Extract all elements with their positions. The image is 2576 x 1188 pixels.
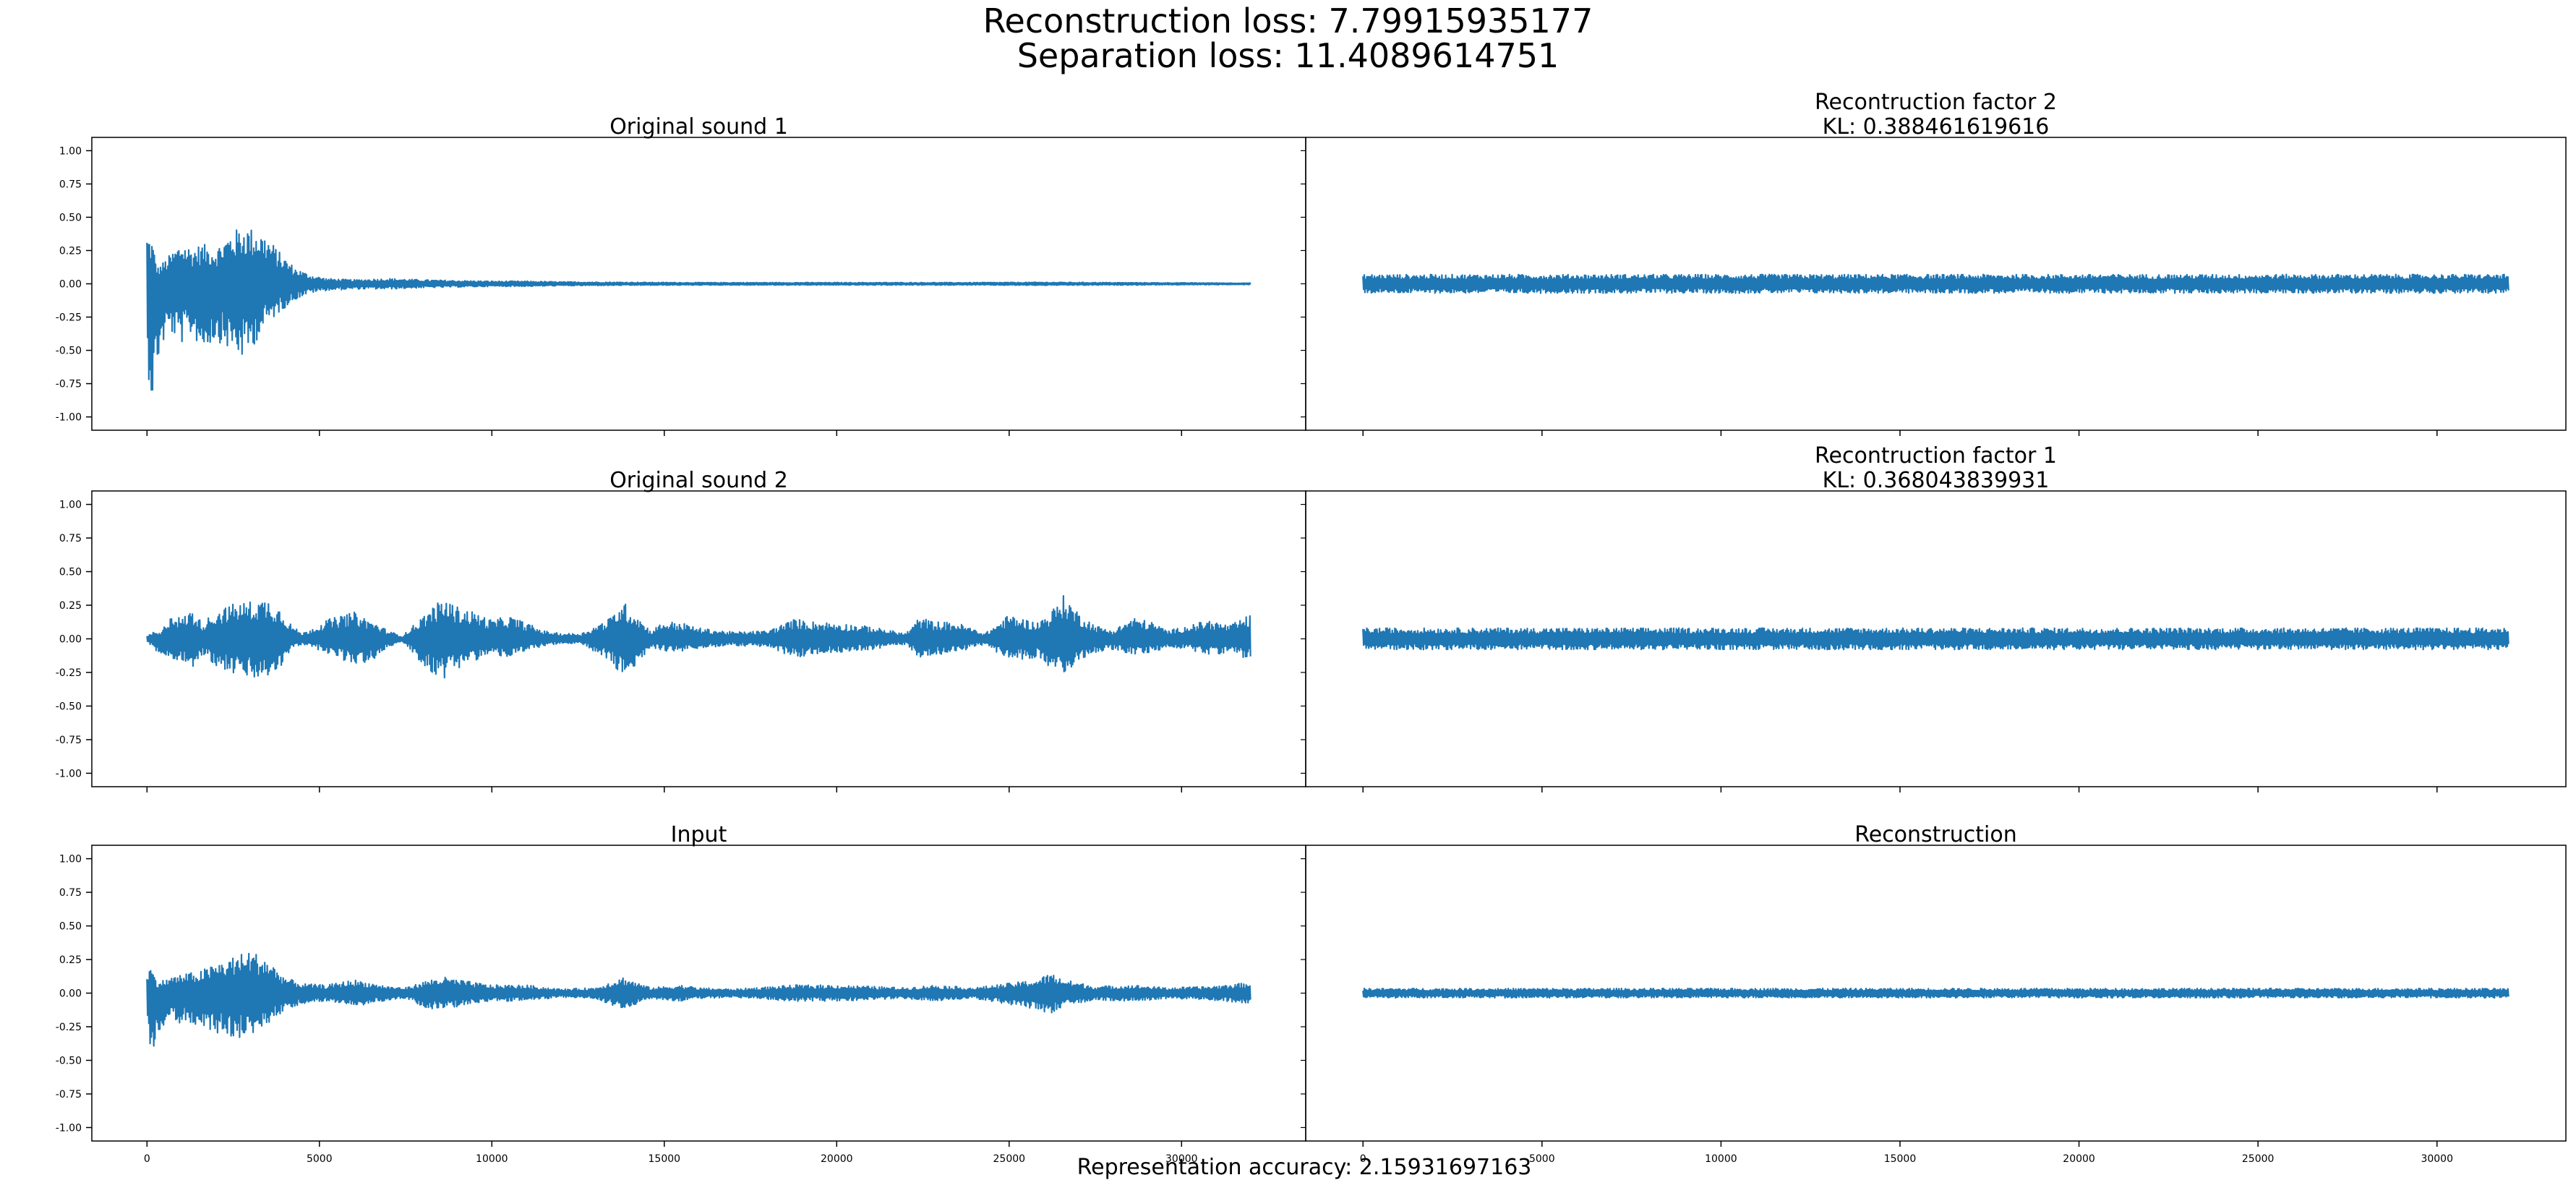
y-tick-label: -0.75 — [56, 735, 82, 746]
y-tick-label: 0.75 — [59, 179, 82, 190]
y-tick-label: 1.00 — [59, 500, 82, 511]
y-tick-label: 1.00 — [59, 145, 82, 157]
y-tick-label: 1.00 — [59, 854, 82, 866]
subplot-title: Reconstruction — [1854, 822, 2017, 847]
x-tick-label: 10000 — [476, 1153, 508, 1165]
waveform-series-line — [1362, 627, 2509, 651]
subplot-title: Recontruction factor 1 — [1815, 443, 2057, 469]
waveform-series-line — [146, 229, 1251, 391]
subplot-bottom-right: 0 5000 10000 15000 20000 25000 30000 Reconstruc… — [1301, 822, 2567, 1165]
y-tick-label: -0.25 — [56, 1022, 82, 1033]
y-tick-label: 0.75 — [59, 533, 82, 544]
figure-title-line-1: Reconstruction loss: 7.79915935177 — [983, 1, 1593, 40]
subplot-title: Original sound 1 — [609, 114, 788, 140]
x-tick-label: 25000 — [993, 1153, 1026, 1165]
x-tick-label: 0 — [144, 1153, 150, 1165]
x-tick-label: 20000 — [2063, 1153, 2095, 1165]
y-tick-label: -0.25 — [56, 312, 82, 324]
y-tick-label: 0.00 — [59, 634, 82, 646]
y-tick-label: 0.50 — [59, 921, 82, 933]
x-tick-label: 30000 — [2421, 1153, 2453, 1165]
figure-title-line-2: Separation loss: 11.4089614751 — [1017, 36, 1559, 75]
subplot-middle-left: 1.00 0.75 0.50 0.25 0.00 -0.25 -0.50 -0.75 -1.00… — [56, 468, 1306, 792]
x-tick-label: 5000 — [1529, 1153, 1555, 1165]
y-tick-label: -0.75 — [56, 379, 82, 390]
waveform-series-line — [146, 595, 1251, 679]
x-tick-label: 15000 — [1884, 1153, 1917, 1165]
x-tick-label: 25000 — [2242, 1153, 2275, 1165]
subplot-kl-label: KL: 0.368043839931 — [1823, 468, 2050, 493]
y-tick-label: -0.25 — [56, 667, 82, 679]
x-tick-label: 15000 — [649, 1153, 681, 1165]
waveform-series-line — [1362, 273, 2509, 294]
waveform-series-line — [1362, 987, 2509, 999]
subplot-bottom-left: 1.00 0.75 0.50 0.25 0.00 -0.25 -0.50 -0.75 -1.00… — [56, 822, 1306, 1165]
subplot-title: Original sound 2 — [609, 468, 788, 493]
subplot-title: Recontruction factor 2 — [1815, 90, 2057, 115]
waveform-series-line — [146, 952, 1251, 1047]
y-tick-label: 0.00 — [59, 988, 82, 1000]
subplot-title: Input — [671, 822, 727, 847]
x-tick-label: 20000 — [821, 1153, 853, 1165]
y-tick-label: -1.00 — [56, 1122, 82, 1134]
representation-accuracy-label: Representation accuracy: 2.15931697163 — [1077, 1155, 1532, 1180]
subplot-kl-label: KL: 0.388461619616 — [1823, 114, 2050, 140]
y-tick-label: 0.50 — [59, 212, 82, 223]
subplot-top-left: 1.00 0.75 0.50 0.25 0.00 -0.25 -0.50 -0.75 -1.00… — [56, 114, 1306, 436]
x-tick-label: 5000 — [307, 1153, 333, 1165]
y-tick-label: 0.75 — [59, 887, 82, 899]
y-tick-label: 0.25 — [59, 245, 82, 257]
y-tick-label: 0.50 — [59, 567, 82, 578]
x-tick-label: 10000 — [1705, 1153, 1737, 1165]
y-tick-label: 0.25 — [59, 954, 82, 966]
subplot-middle-right: Recontruction factor 1KL: 0.368043839931 — [1301, 443, 2567, 792]
y-tick-label: -0.75 — [56, 1089, 82, 1101]
y-tick-label: -0.50 — [56, 346, 82, 357]
y-tick-label: -1.00 — [56, 768, 82, 779]
subplot-top-right: Recontruction factor 2KL: 0.388461619616 — [1301, 90, 2567, 436]
x-tick-label: 0 — [1360, 1153, 1366, 1165]
y-tick-label: -0.50 — [56, 701, 82, 712]
y-tick-label: 0.25 — [59, 600, 82, 612]
x-tick-label: 30000 — [1165, 1153, 1198, 1165]
y-tick-label: -0.50 — [56, 1055, 82, 1067]
y-tick-label: 0.00 — [59, 279, 82, 291]
y-tick-label: -1.00 — [56, 412, 82, 424]
